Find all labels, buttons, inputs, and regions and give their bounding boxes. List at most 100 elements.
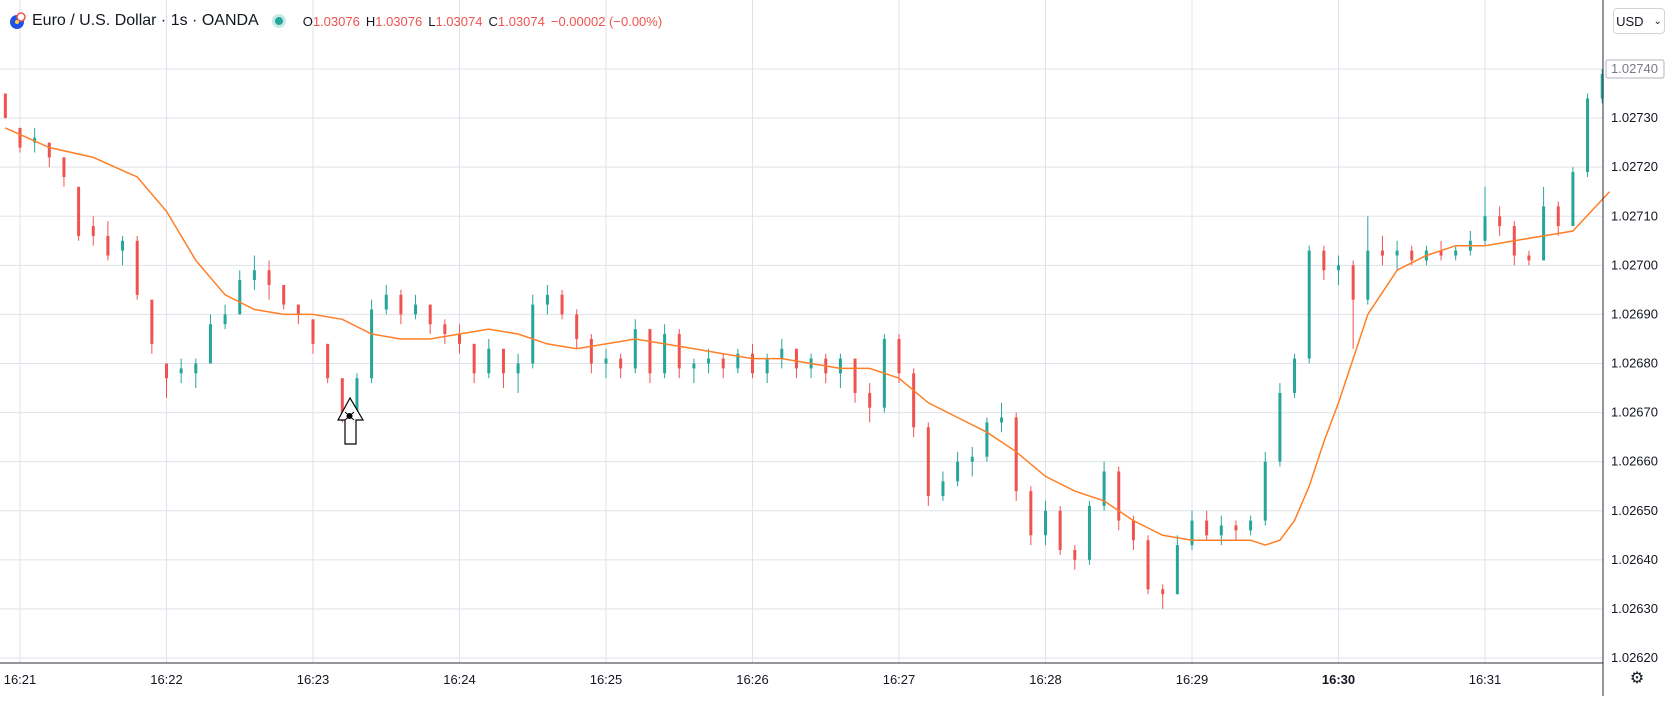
time-tick-label: 16:29 [1176,672,1209,687]
candle-down [135,235,139,300]
candle-body [604,358,608,364]
candle-down [1234,520,1238,541]
candle-body [1395,250,1399,256]
candle-body [633,329,637,369]
candle-down [501,348,505,389]
candle-up [838,353,842,389]
candle-body [208,324,212,364]
gear-icon: ⚙ [1629,670,1645,687]
candle-body [414,304,418,315]
candle-body [428,304,432,325]
price-tick-label: 1.02640 [1611,552,1658,567]
candle-up [1175,535,1179,595]
candle-down [106,221,110,261]
candle-down [926,422,930,506]
time-tick-label: 16:26 [736,672,769,687]
candle-up [1586,93,1590,177]
chevron-down-icon: ⌄ [1653,15,1662,27]
candle-down [1556,201,1560,236]
candle-down [648,329,652,384]
cursor-arrow-icon [336,396,365,445]
candle-body [912,373,916,428]
candle-up [545,284,549,315]
candle-down [1058,505,1062,555]
candle-up [736,348,740,374]
candle-up [1468,230,1472,256]
candle-down [1205,510,1209,541]
candle-body [1571,172,1575,227]
candle-body [794,348,798,369]
candle-body [707,358,711,364]
candle-body [179,368,183,374]
candle-body [545,294,549,305]
candle-down [751,343,754,379]
candle-body [296,304,300,315]
candle-body [1029,491,1033,536]
price-tick-label: 1.02710 [1611,208,1658,223]
price-tick-label: 1.02730 [1611,110,1658,125]
candle-down [912,368,916,438]
candle-body [1542,206,1546,261]
candle-up [179,358,183,384]
candle-up [1249,515,1253,536]
candle-body [384,294,388,310]
high-value: 1.03076 [375,13,423,29]
candle-body [18,127,22,148]
candle-body [370,309,374,379]
candle-down [1073,545,1077,570]
candle-body [1146,540,1150,590]
candle-up [223,304,227,330]
candle-up [355,373,359,413]
candle-body [443,324,447,335]
settings-button[interactable]: ⚙ [1627,668,1647,688]
candle-up [370,299,374,384]
candle-body [487,348,491,374]
candle-body [1337,265,1340,271]
candle-body [1454,250,1458,256]
symbol-title[interactable]: Euro / U.S. Dollar · 1s · OANDA [32,12,259,29]
candle-body [47,142,51,158]
candle-down [91,216,95,246]
candle-body [1586,98,1590,173]
candle-down [3,93,7,119]
candle-down [721,353,725,379]
candle-down [560,289,564,320]
candle-body [238,280,242,315]
candle-down [458,324,461,354]
candle-body [1351,265,1355,300]
price-tick-label: 1.02720 [1611,159,1658,174]
price-tick-label: 1.02660 [1611,454,1658,469]
candle-down [1117,466,1121,531]
candle-body [1439,250,1443,256]
candle-body [677,334,681,369]
candle-body [1014,417,1018,492]
candle-down [824,353,828,384]
price-tick-label: 1.02620 [1611,650,1658,665]
candle-down [1029,486,1033,546]
low-label: L [428,13,436,29]
candle-up [1571,167,1575,227]
candle-up [414,294,418,320]
candle-up [1190,510,1194,551]
grid-lines [0,0,1603,663]
moving-average-layer [4,127,1611,546]
candle-down [399,289,403,325]
candle-up [1263,451,1267,526]
currency-button[interactable]: USD ⌄ [1613,8,1665,34]
symbol-legend: Euro / U.S. Dollar · 1s · OANDA O1.03076… [8,10,662,32]
candle-body [1087,505,1091,560]
candle-body [765,358,769,374]
candle-body [150,299,154,344]
candle-body [501,348,505,374]
moving-average-line [4,127,1611,546]
candle-body [1556,206,1560,227]
candle-body [970,456,974,462]
candle-up [1454,245,1458,261]
candle-body [1410,250,1414,261]
candle-up [194,358,198,389]
candle-up [1483,186,1487,246]
candle-body [619,358,623,369]
price-tick-label: 1.02670 [1611,405,1658,420]
